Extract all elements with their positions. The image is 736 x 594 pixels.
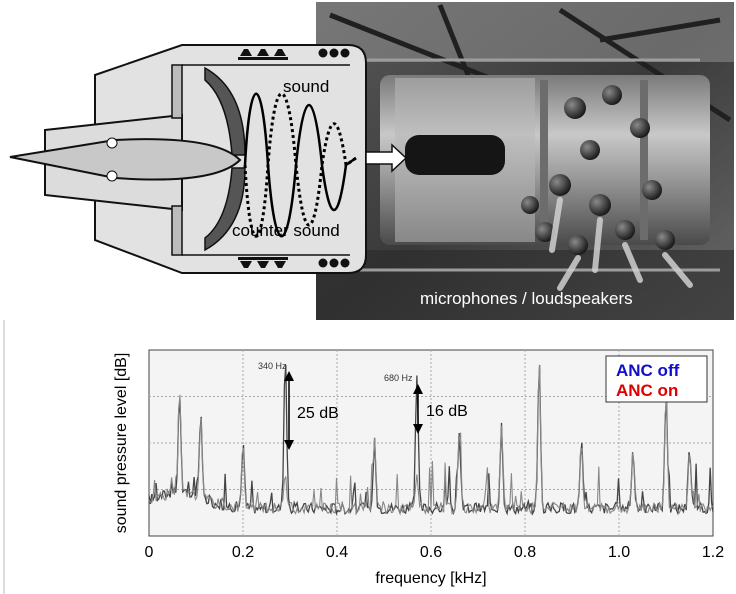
duct-window xyxy=(405,135,505,175)
x-tick-label: 1.2 xyxy=(702,544,724,561)
sound-label: sound xyxy=(283,77,329,96)
legend: ANC off ANC on xyxy=(605,355,708,403)
x-tick-label: 0.4 xyxy=(326,544,348,561)
photo-caption: microphones / loudspeakers xyxy=(420,289,633,308)
x-tick-label: 0 xyxy=(145,544,154,561)
x-tick-label: 0.6 xyxy=(420,544,442,561)
fan-blade-upper xyxy=(204,66,246,156)
legend-anc-off: ANC off xyxy=(616,361,680,380)
sound-wave xyxy=(243,92,357,238)
flow-arrow xyxy=(365,143,408,173)
loudspeaker-knobs xyxy=(521,85,675,255)
x-tick-label: 0.8 xyxy=(514,544,536,561)
x-tick-label: 1.0 xyxy=(608,544,630,561)
counter-sound-wave xyxy=(243,92,357,238)
x-tick-label: 0.2 xyxy=(232,544,254,561)
counter-sound-label: counter sound xyxy=(232,221,340,240)
microphone-symbols-top xyxy=(318,48,350,58)
peak-tag: 680 Hz xyxy=(384,373,413,383)
peak-annotation-340: 340 Hz 25 dB xyxy=(258,361,339,450)
microphone-symbols-bottom xyxy=(318,258,350,268)
y-axis-label: sound pressure level [dB] xyxy=(113,353,130,534)
reduction-label: 25 dB xyxy=(297,405,339,422)
reduction-label: 16 dB xyxy=(426,403,468,420)
peak-tag: 340 Hz xyxy=(258,361,287,371)
spectrum-chart: 0 0.2 0.4 0.6 0.8 1.0 1.2 340 Hz 25 dB 680 Hz … xyxy=(113,349,725,587)
peak-annotation-680: 680 Hz 16 dB xyxy=(384,373,468,434)
x-ticks: 0 0.2 0.4 0.6 0.8 1.0 1.2 xyxy=(145,544,725,561)
legend-anc-on: ANC on xyxy=(616,381,678,400)
test-rig-photo: microphones / loudspeakers xyxy=(316,2,734,320)
nose-cone xyxy=(9,138,242,181)
spectrum xyxy=(148,364,714,516)
loudspeaker-symbols-top xyxy=(238,49,288,60)
series-anc-on-line xyxy=(148,365,714,516)
x-axis-label: frequency [kHz] xyxy=(375,570,486,587)
engine-schematic: sound counter sound xyxy=(9,44,408,274)
loudspeaker-symbols-bottom xyxy=(238,257,288,268)
